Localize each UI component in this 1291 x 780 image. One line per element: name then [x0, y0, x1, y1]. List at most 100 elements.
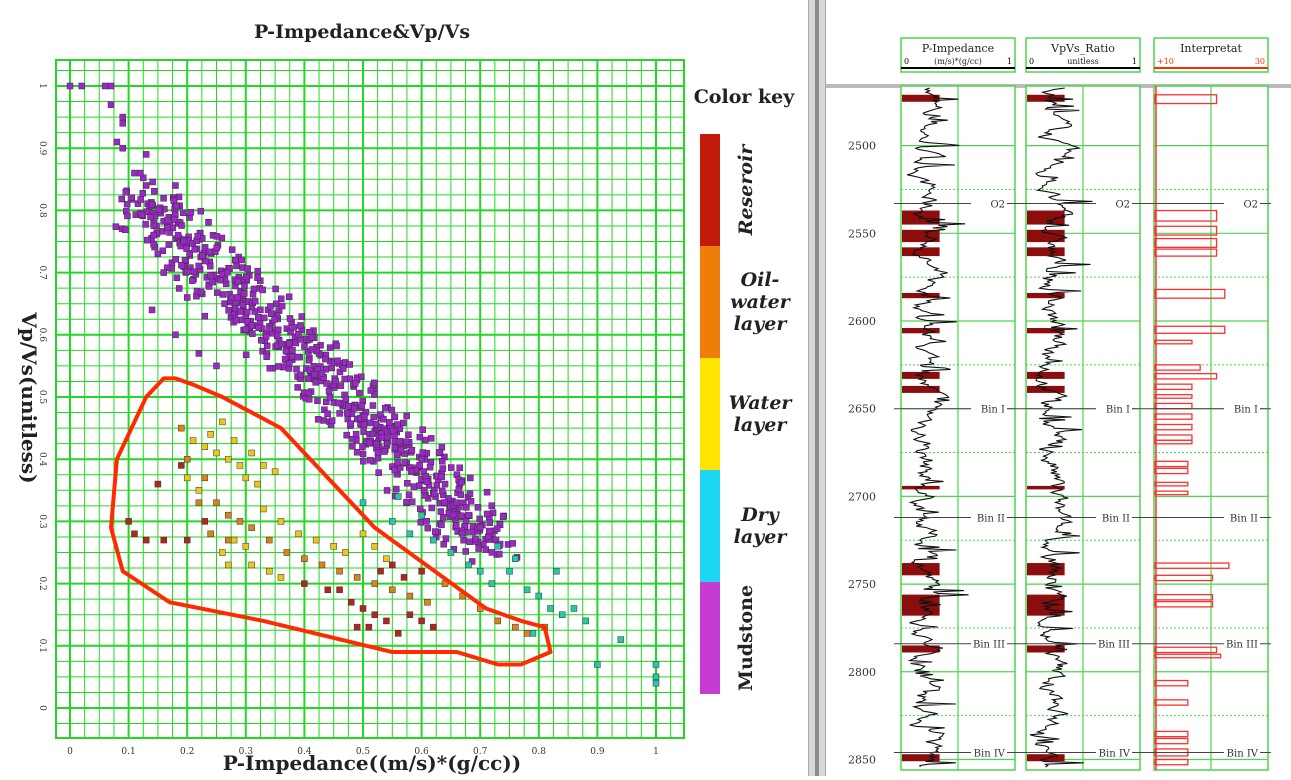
scatter-point-mudstone — [118, 195, 125, 203]
scatter-point-mudstone — [404, 479, 411, 487]
scatter-point-mudstone — [345, 403, 352, 410]
interpretation-bar — [1154, 413, 1193, 420]
marker-label-bg — [971, 197, 1007, 210]
scatter-point-mudstone — [416, 433, 424, 441]
scatter-point-dry-layer — [553, 567, 560, 575]
scatter-point-mudstone — [206, 248, 213, 256]
scatter-point-reseroir — [183, 536, 191, 544]
scatter-point-mudstone — [439, 514, 447, 521]
scatter-point-mudstone — [197, 207, 205, 215]
scatter-point-reseroir — [400, 574, 408, 581]
scatter-point-reseroir — [348, 599, 355, 606]
scatter-point-mudstone — [131, 169, 138, 177]
scatter-point-mudstone — [249, 330, 256, 337]
scatter-point-mudstone — [297, 322, 304, 329]
scatter-point-mudstone — [297, 371, 305, 379]
marker-label-bg — [1224, 637, 1260, 650]
scatter-point-mudstone — [285, 293, 293, 301]
scatter-point-mudstone — [422, 436, 429, 444]
scatter-point-mudstone — [205, 283, 213, 290]
formation-marker-label: O2 — [1115, 200, 1130, 211]
scatter-point-mudstone — [393, 485, 400, 493]
scatter-point-oil-water-layer — [248, 524, 255, 531]
color-key-label: Reseroir — [735, 143, 757, 237]
scatter-point-mudstone — [493, 525, 501, 532]
scatter-point-mudstone — [486, 519, 494, 527]
color-key-label: Oil-water layer — [730, 269, 792, 335]
scatter-point-mudstone — [183, 268, 191, 276]
scatter-point-mudstone — [239, 301, 247, 309]
scatter-points — [66, 82, 660, 687]
scatter-point-oil-water-layer — [195, 499, 203, 506]
scatter-point-mudstone — [380, 415, 387, 423]
color-key-swatch — [700, 582, 720, 694]
scatter-point-mudstone — [439, 465, 446, 472]
scatter-point-mudstone — [467, 474, 474, 482]
scatter-point-mudstone — [352, 380, 359, 387]
scatter-point-mudstone — [148, 200, 156, 208]
scatter-point-mudstone — [124, 212, 131, 220]
scatter-point-water-layer — [277, 574, 285, 581]
scatter-point-mudstone — [322, 355, 329, 363]
scatter-point-mudstone — [336, 368, 344, 376]
color-key-swatch — [700, 358, 720, 470]
scatter-point-mudstone — [420, 486, 428, 494]
track-unit: unitless — [1067, 57, 1099, 66]
scatter-point-water-layer — [236, 462, 244, 469]
splitter-grip[interactable] — [815, 0, 819, 776]
marker-label-bg — [1096, 746, 1132, 759]
scatter-point-mudstone — [488, 502, 496, 509]
interpretation-bar — [1154, 209, 1218, 222]
scatter-point-reseroir — [160, 536, 168, 544]
marker-label-bg — [1096, 637, 1132, 650]
x-tick-label: 0.9 — [590, 747, 605, 757]
scatter-point-water-layer — [260, 505, 267, 513]
scatter-point-mudstone — [410, 483, 418, 490]
x-tick-label: 0.2 — [180, 747, 194, 757]
scatter-point-mudstone — [274, 326, 282, 333]
scatter-point-water-layer — [295, 530, 302, 538]
scatter-point-mudstone — [254, 274, 261, 281]
x-tick-label: 0.3 — [239, 747, 254, 757]
scatter-point-oil-water-layer — [213, 499, 220, 506]
scatter-point-dry-layer — [617, 636, 625, 643]
scatter-point-mudstone — [359, 443, 366, 450]
scatter-point-mudstone — [310, 371, 318, 378]
scatter-point-mudstone — [360, 428, 367, 435]
scatter-point-water-layer — [219, 418, 226, 426]
scatter-point-mudstone — [441, 499, 448, 506]
scatter-point-mudstone — [378, 434, 386, 441]
reservoir-fill — [1027, 485, 1065, 490]
scatter-point-mudstone — [154, 250, 162, 258]
marker-label-bg — [1224, 746, 1260, 759]
interpretation-bar — [1154, 481, 1189, 487]
scatter-point-mudstone — [286, 360, 293, 367]
scatter-point-reseroir — [142, 536, 150, 544]
depth-label: 2800 — [848, 666, 876, 679]
track-name: P-Impedance — [922, 42, 994, 55]
scatter-point-mudstone — [342, 395, 350, 403]
scatter-point-mudstone — [334, 399, 342, 407]
panel-splitter[interactable] — [808, 0, 826, 776]
depth-label: 2650 — [848, 403, 876, 416]
scatter-point-mudstone — [358, 373, 365, 381]
scatter-point-mudstone — [243, 273, 250, 281]
scatter-point-mudstone — [324, 410, 331, 417]
scatter-point-mudstone — [432, 528, 439, 535]
scatter-point-mudstone — [367, 387, 375, 394]
reservoir-fill — [902, 754, 940, 762]
track-header — [1025, 37, 1141, 73]
scatter-point-mudstone — [359, 450, 367, 458]
scatter-point-water-layer — [189, 437, 197, 444]
scatter-point-mudstone — [353, 448, 361, 456]
interpretation-bar — [1154, 600, 1214, 608]
scatter-point-mudstone — [225, 307, 232, 314]
track-name: VpVs_Ratio — [1050, 42, 1115, 55]
scatter-point-mudstone — [482, 546, 489, 553]
track-min: +10 — [1157, 57, 1174, 66]
scatter-point-mudstone — [112, 223, 120, 230]
scatter-point-mudstone — [465, 511, 472, 519]
track-body: 2500 2550 2600 2650 2700 2750 2800 2850 O2 O2 O2 Bi… — [848, 85, 1271, 771]
scatter-point-mudstone — [305, 356, 313, 364]
scatter-point-mudstone — [343, 431, 350, 439]
